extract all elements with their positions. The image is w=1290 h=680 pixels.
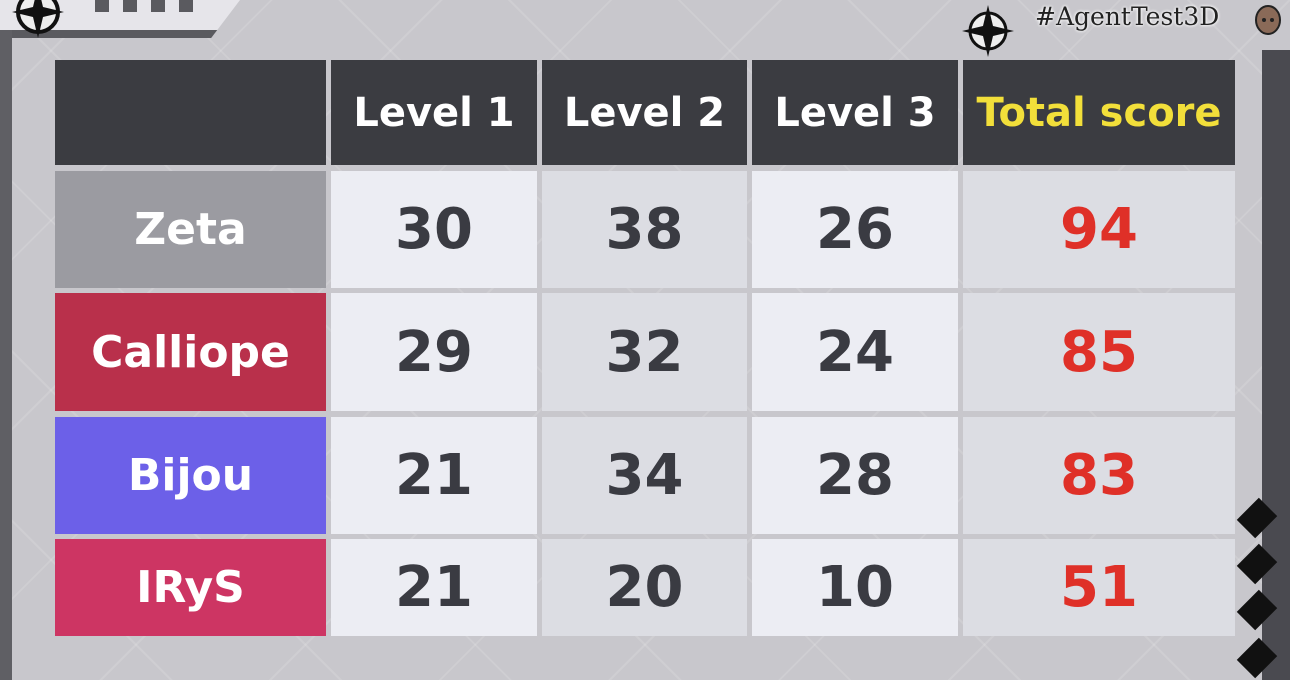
right-frame-strip [1262,50,1290,680]
column-header: Level 2 [542,60,747,165]
score-cell: 34 [542,417,747,534]
column-header: Level 3 [752,60,958,165]
score-cell: 38 [542,171,747,288]
column-header: Level 1 [331,60,537,165]
score-cell: 30 [331,171,537,288]
total-score-cell: 94 [963,171,1235,288]
player-name: IRyS [55,539,326,636]
compass-star-icon [962,5,1014,57]
compass-star-icon [12,0,64,38]
player-name: Calliope [55,293,326,411]
total-score-cell: 85 [963,293,1235,411]
banner-dash [179,0,193,12]
banner-dash [123,0,137,12]
score-cell: 10 [752,539,958,636]
left-frame-strip [0,30,12,680]
score-cell: 21 [331,539,537,636]
score-cell: 28 [752,417,958,534]
score-cell: 21 [331,417,537,534]
banner-dash [151,0,165,12]
banner-dash [95,0,109,12]
column-header: Total score [963,60,1235,165]
hashtag: #AgentTest3D [1035,2,1220,31]
score-cell: 24 [752,293,958,411]
total-score-cell: 51 [963,539,1235,636]
total-score-cell: 83 [963,417,1235,534]
player-name: Bijou [55,417,326,534]
score-cell: 26 [752,171,958,288]
player-name: Zeta [55,171,326,288]
header-corner [55,60,326,165]
score-cell: 32 [542,293,747,411]
score-cell: 20 [542,539,747,636]
score-cell: 29 [331,293,537,411]
mouse-mascot-icon [1255,5,1281,35]
